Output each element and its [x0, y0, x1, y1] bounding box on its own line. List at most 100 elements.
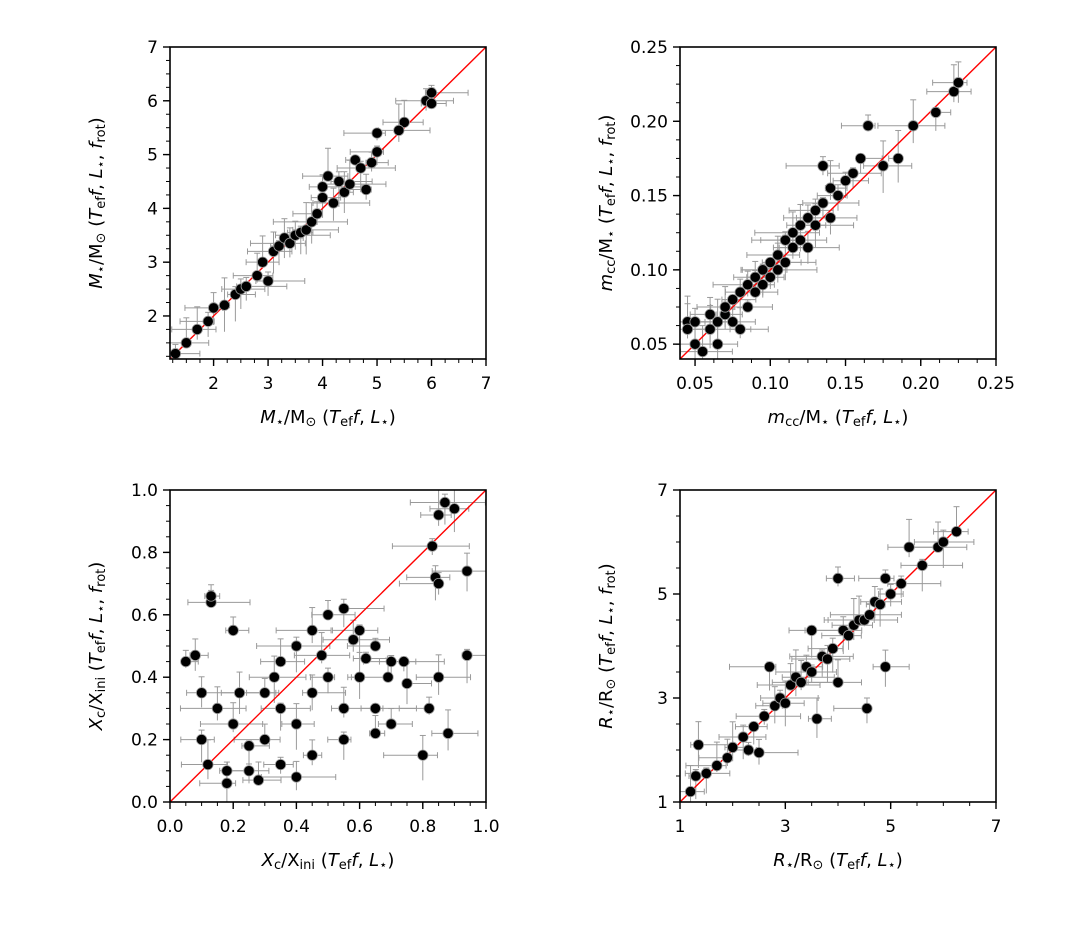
axis-label-main: X	[86, 717, 107, 731]
x-tick-label: 3	[263, 374, 274, 394]
data-point	[696, 345, 709, 358]
data-point	[191, 323, 203, 336]
data-point	[290, 718, 302, 730]
data-point	[211, 702, 223, 715]
data-point	[227, 718, 239, 730]
data-point	[727, 741, 739, 754]
data-point	[227, 624, 239, 637]
data-point	[338, 702, 350, 715]
x-tick-label: 0.20	[902, 374, 940, 394]
x-axis-title: mcc/M⋆ (Teff, L⋆)	[768, 407, 909, 430]
y-axis-title: Xc/Xini (Teff, L⋆, frot)	[86, 562, 109, 732]
axis-label-variable: T	[328, 850, 341, 871]
data-point	[937, 536, 949, 548]
data-point	[257, 256, 269, 268]
data-point	[684, 785, 697, 798]
x-tick-label: 7	[481, 374, 492, 394]
axis-label-args-sub: ef	[340, 415, 353, 430]
data-point	[719, 301, 731, 313]
data-point	[700, 767, 712, 780]
axis-label-args: (	[829, 407, 842, 428]
data-point	[802, 241, 814, 254]
data-point	[316, 649, 328, 661]
data-point	[832, 572, 844, 585]
y-tick-label: 6	[147, 92, 158, 112]
axis-label-variable: L	[369, 850, 379, 871]
y-tick-label: 0.15	[630, 187, 668, 207]
panel-core: 0.05 0.10 0.15 0.20 0.25 0.05 0.10 0.15 0.20 0.25…	[596, 38, 1015, 430]
data-point	[861, 702, 873, 715]
axis-label-variable: f	[596, 185, 617, 194]
data-point	[930, 106, 942, 118]
data-point	[306, 624, 318, 637]
axis-label-args2: ,	[596, 176, 617, 187]
data-point	[196, 733, 208, 746]
data-point	[353, 671, 366, 683]
axis-label-rest-sub: ⊙	[813, 858, 824, 873]
x-tick-label: 5	[885, 817, 896, 837]
axis-label-tail: )	[389, 407, 396, 428]
data-point	[432, 671, 445, 683]
data-point	[824, 182, 837, 194]
y-axis-title: R⋆/R⊙ (Teff, L⋆, frot)	[596, 563, 619, 728]
data-point	[322, 609, 334, 621]
data-point	[779, 234, 791, 246]
data-point	[692, 739, 705, 751]
axis-label-variable: f	[86, 187, 107, 196]
data-point	[425, 87, 438, 99]
data-point	[734, 286, 746, 298]
data-point	[311, 208, 323, 220]
axis-label-tail: )	[596, 115, 617, 122]
data-point	[268, 671, 280, 683]
axis-label-args2-sub: ⋆	[94, 160, 109, 168]
data-point	[273, 240, 285, 252]
data-point	[952, 77, 964, 89]
axis-label-variable: T	[596, 204, 617, 217]
data-point	[243, 740, 255, 752]
data-point	[398, 655, 410, 668]
axis-label-args-sub: ef	[604, 193, 619, 206]
data-point	[251, 270, 263, 282]
axis-label-args3: ,	[86, 149, 107, 160]
data-point	[355, 162, 367, 174]
axis-label-args-sub: ef	[94, 640, 109, 653]
data-point	[847, 167, 859, 179]
axis-label-args: (	[823, 850, 836, 871]
axis-label-variable: f	[596, 633, 617, 642]
data-point	[758, 710, 770, 722]
data-point	[817, 197, 829, 209]
data-point	[461, 565, 473, 577]
data-point	[734, 323, 746, 335]
x-tick-label: 0.15	[827, 374, 865, 394]
data-point	[461, 649, 473, 661]
y-tick-label: 0.25	[630, 38, 668, 58]
data-point	[262, 275, 274, 287]
x-tick-label: 1.0	[472, 817, 499, 837]
axis-label-variable: f	[86, 584, 107, 593]
data-point	[284, 237, 296, 249]
axis-label-variable: L	[86, 613, 107, 623]
axis-label-args3-sub: rot	[94, 124, 109, 142]
data-point	[948, 85, 960, 98]
data-point	[721, 752, 734, 764]
axis-label-rest: /R	[794, 850, 813, 871]
axis-label-rest-sub: ini	[94, 677, 109, 692]
data-point	[895, 577, 907, 590]
y-tick-label: 1	[657, 793, 668, 813]
x-tick-label: 5	[372, 374, 383, 394]
plot-area	[170, 490, 486, 802]
data-point	[385, 655, 397, 668]
data-point	[417, 749, 429, 761]
y-tick-label: 0.6	[131, 606, 158, 626]
data-point	[862, 120, 874, 132]
x-tick-label: 0.4	[283, 817, 310, 837]
x-tick-label: 1	[675, 817, 686, 837]
axis-label-rest-sub: ⋆	[604, 230, 619, 238]
data-point	[221, 765, 233, 777]
axis-label-main: m	[596, 274, 617, 292]
axis-label-args: (	[596, 217, 617, 230]
data-point	[809, 219, 822, 231]
data-point	[749, 286, 761, 298]
